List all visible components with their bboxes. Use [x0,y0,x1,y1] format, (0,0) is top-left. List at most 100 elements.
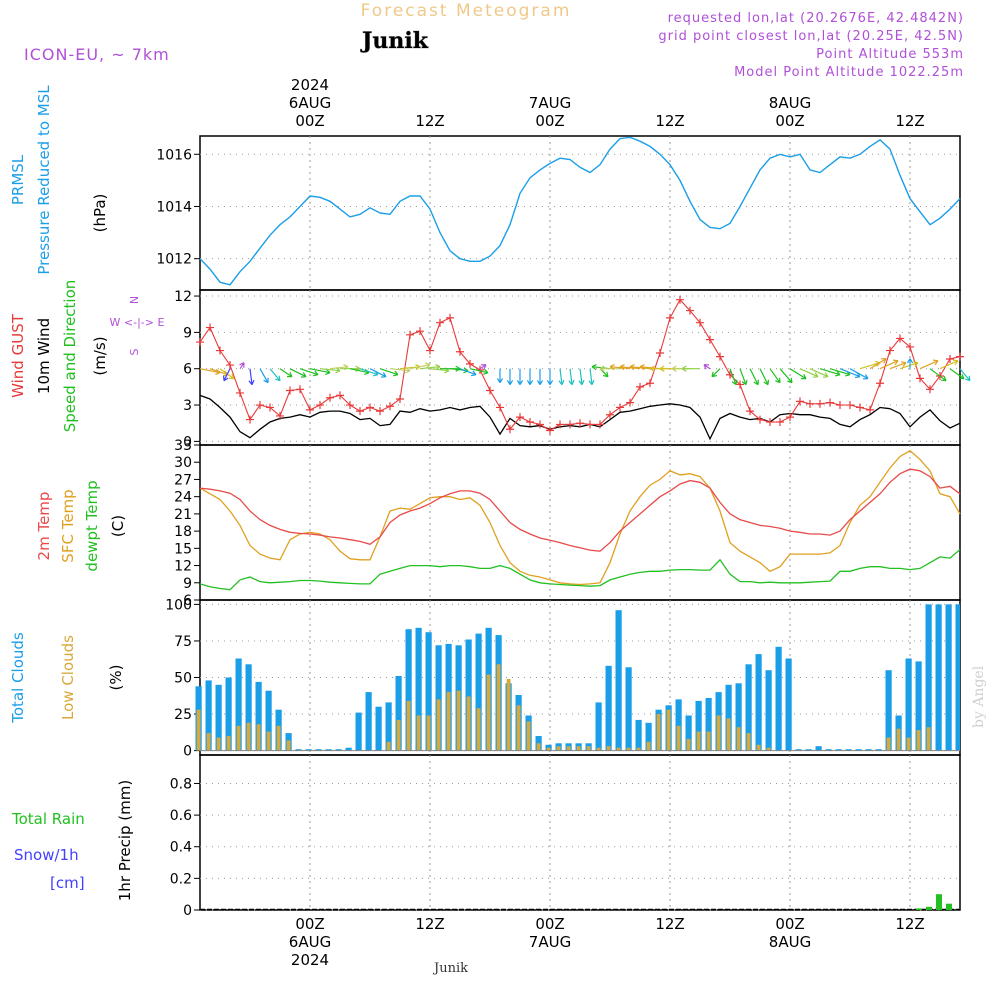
low-cloud-bar [646,741,651,751]
wind-direction-arrow [869,358,887,370]
wind-direction-arrow [681,365,700,372]
total-cloud-bar [335,749,342,751]
wind-direction-arrow [546,368,554,386]
gust-marker [676,295,684,304]
total-cloud-bar [645,722,652,751]
panel-frame [199,754,961,911]
gust-marker [516,413,524,422]
wind-direction-arrow [711,368,721,378]
gust-marker [326,393,334,402]
gust-marker [906,342,914,351]
wind-direction-arrow [929,368,947,382]
wind-direction-arrow [578,368,585,386]
gust-marker [766,417,774,426]
gust-marker [286,386,294,395]
gust-marker [416,327,424,336]
y-tick-label: 75 [174,634,192,650]
total-cloud-bar [225,677,232,751]
wind-direction-arrow [749,368,759,386]
time-label-top: 00Z [295,112,324,130]
time-label-bottom: 00Z [775,915,804,933]
gust-marker [336,391,344,400]
low-cloud-bar [616,747,621,751]
wind-direction-arrow [779,368,793,384]
wind-direction-arrow [809,368,829,378]
total-cloud-bar [845,749,852,751]
gust-marker [796,397,804,406]
total-cloud-bar [305,749,312,751]
low-cloud-bar [486,674,491,751]
gust-marker [776,417,784,426]
total-cloud-bar [395,676,402,751]
time-label-bottom: 00Z [295,915,324,933]
low-cloud-bar [626,747,631,751]
low-cloud-bar [926,727,931,751]
panel-axis-label: Speed and Direction [61,280,79,433]
total-cloud-bar [205,680,212,751]
footer-location: Junik [432,961,468,976]
gust-marker [246,415,254,424]
total-cloud-bar [435,645,442,751]
total-cloud-bar [295,749,302,751]
wind-direction-arrow [496,368,504,384]
wind-direction-arrow [558,368,565,386]
gust-marker [436,318,444,327]
time-label-bottom: 00Z [535,915,564,933]
wind-direction-arrow [879,359,899,370]
gust-marker [296,385,304,394]
total-cloud-bar [835,749,842,751]
wind-direction-arrow [799,368,819,378]
gust-marker [886,346,894,355]
gust-marker [276,411,284,420]
y-tick-label: 0.6 [170,808,192,824]
low-cloud-bar [756,744,761,751]
gust-marker [556,420,564,429]
y-tick-label: 1016 [156,147,192,163]
point-altitude: Point Altitude 553m [816,47,964,62]
gust-marker [686,306,694,315]
low-cloud-bar [256,724,261,751]
y-tick-label: 27 [174,472,192,488]
low-cloud-bar [636,747,641,751]
low-cloud-bar [916,730,921,751]
y-tick-label: 24 [174,490,192,506]
panel-axis-label: Total Clouds [9,632,27,724]
total-cloud-bar [415,627,422,751]
compass-we: W <-|-> E [110,316,165,329]
panel-axis-label: Low Clouds [59,635,77,720]
gust-marker [706,335,714,344]
panel-frame [199,135,961,291]
low-cloud-bar [226,736,231,751]
low-cloud-bar [746,733,751,751]
gust-marker [486,386,494,395]
wind-speed-line [199,394,961,441]
gust-marker [606,410,614,419]
panel-axis-label: (C) [109,515,127,537]
panel-axis-label: (%) [107,665,125,691]
gust-marker [806,399,814,408]
gust-marker [346,401,354,410]
wind-direction-arrow [259,368,269,384]
rain-bar [926,906,932,910]
panel-axis-label: Wind GUST [9,313,27,398]
time-label-bottom: 6AUG [289,933,331,951]
gust-marker [366,403,374,412]
wind-direction-arrow [949,368,965,380]
total-cloud-bar [765,670,772,751]
compass-south: S [128,348,141,355]
total-cloud-bar [735,683,742,751]
y-tick-label: 0.4 [170,840,192,856]
gust-marker [666,313,674,322]
time-label-top: 12Z [655,112,684,130]
wind-direction-arrow [359,368,379,377]
low-cloud-bar [596,747,601,751]
low-cloud-bar [556,746,561,751]
gust-marker [466,359,474,368]
low-cloud-bar [426,715,431,751]
gust-marker [526,417,534,426]
y-tick-label: 12 [174,289,192,305]
total-cloud-bar [315,749,322,751]
low-cloud-bar [456,690,461,751]
wind-direction-arrow [609,364,631,371]
low-cloud-bar [896,728,901,751]
